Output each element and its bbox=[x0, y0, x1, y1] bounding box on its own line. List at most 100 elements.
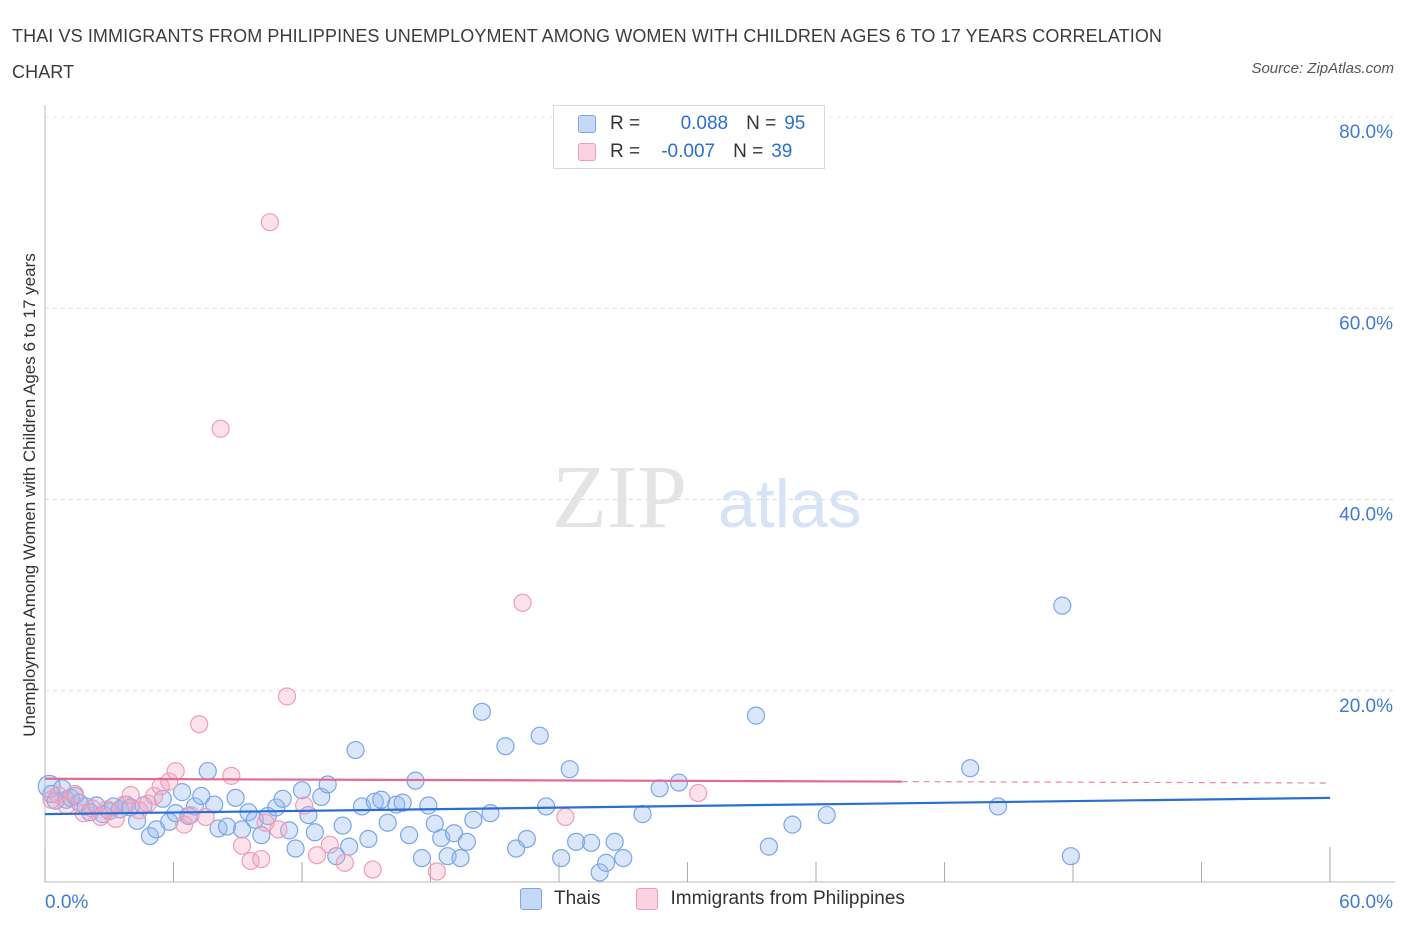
thais-point bbox=[582, 833, 601, 852]
thais-point bbox=[1053, 596, 1072, 615]
thais-point bbox=[472, 702, 491, 721]
thais-point bbox=[359, 829, 378, 849]
thais-point bbox=[292, 781, 312, 800]
thais-point bbox=[192, 786, 211, 806]
y-tick-label: 80.0% bbox=[1339, 122, 1393, 143]
thais-point bbox=[496, 737, 515, 756]
n-label: N = bbox=[746, 113, 777, 134]
philippines-point bbox=[211, 419, 230, 438]
thais-point bbox=[340, 837, 359, 856]
philippines-point bbox=[277, 687, 297, 706]
thais-point bbox=[457, 832, 477, 851]
philippines-point bbox=[190, 715, 209, 734]
thais-point bbox=[746, 706, 766, 725]
y-axis-label: Unemployment Among Women with Children A… bbox=[20, 253, 39, 737]
thais-point bbox=[393, 793, 412, 812]
chart-title: THAI VS IMMIGRANTS FROM PHILIPPINES UNEM… bbox=[12, 26, 1163, 82]
philippines-point bbox=[363, 860, 382, 879]
thais-point bbox=[517, 829, 536, 849]
thais-point bbox=[444, 824, 464, 843]
thais-point bbox=[552, 848, 571, 868]
philippines-trend-extension bbox=[901, 780, 1331, 784]
philippines-point bbox=[252, 849, 271, 869]
thais-point bbox=[537, 797, 556, 816]
philippines-point bbox=[160, 772, 179, 791]
thais-point bbox=[988, 797, 1008, 816]
n-value: 95 bbox=[784, 113, 806, 134]
n-label: N = bbox=[733, 141, 764, 162]
legend-item-thais[interactable]: Thais bbox=[520, 888, 600, 910]
thais-point bbox=[172, 783, 192, 802]
philippines-point bbox=[320, 835, 339, 854]
philippines-point bbox=[335, 853, 354, 872]
thais-point bbox=[399, 826, 419, 845]
legend-label: Immigrants from Philippines bbox=[670, 888, 905, 909]
thais-point bbox=[378, 813, 397, 832]
thais-swatch bbox=[578, 115, 596, 133]
thais-point bbox=[567, 832, 586, 851]
philippines-swatch bbox=[578, 143, 596, 161]
thais-point bbox=[273, 789, 292, 808]
thais-point bbox=[412, 848, 432, 868]
philippines-point bbox=[269, 820, 288, 839]
r-value: 0.088 bbox=[680, 113, 729, 134]
philippines-point bbox=[65, 784, 85, 804]
thais-point bbox=[318, 775, 337, 794]
philippines-point bbox=[151, 777, 170, 796]
series-legend: Thais Immigrants from Philippines bbox=[520, 888, 941, 910]
thais-legend-swatch bbox=[520, 888, 542, 910]
thais-point bbox=[464, 810, 483, 829]
thais-point bbox=[669, 773, 689, 792]
philippines-point bbox=[689, 783, 708, 803]
philippines-point bbox=[106, 809, 125, 828]
y-tick-label: 60.0% bbox=[1339, 313, 1393, 334]
thais-point bbox=[590, 863, 609, 882]
thais-point bbox=[481, 804, 500, 823]
r-label: R = bbox=[610, 141, 641, 162]
thais-point bbox=[605, 832, 624, 851]
philippines-point bbox=[427, 862, 447, 881]
legend-item-philippines[interactable]: Immigrants from Philippines bbox=[636, 888, 905, 910]
philippines-trend-line bbox=[44, 777, 902, 783]
r-value: -0.007 bbox=[661, 141, 716, 162]
legend-row-thais: R = 0.088 N = 95 bbox=[578, 111, 805, 137]
x-tick-label: 0.0% bbox=[45, 892, 88, 913]
thais-point bbox=[140, 826, 160, 846]
legend-label: Thais bbox=[554, 888, 601, 909]
thais-point bbox=[817, 805, 836, 825]
thais-point bbox=[560, 760, 579, 779]
source-label: Source: ZipAtlas.com bbox=[1251, 60, 1394, 77]
philippines-point bbox=[175, 815, 194, 834]
y-tick-label: 20.0% bbox=[1339, 696, 1393, 717]
thais-point bbox=[633, 805, 652, 824]
thais-point bbox=[286, 839, 305, 858]
thais-point bbox=[530, 726, 549, 745]
n-value: 39 bbox=[771, 141, 793, 162]
philippines-point bbox=[260, 213, 279, 232]
thais-point bbox=[333, 816, 352, 835]
watermark-atlas: atlas bbox=[718, 466, 862, 542]
philippines-point bbox=[121, 785, 140, 805]
thais-point bbox=[217, 817, 237, 836]
r-label: R = bbox=[610, 113, 641, 134]
thais-point bbox=[226, 788, 245, 807]
thais-point bbox=[1061, 847, 1080, 866]
correlation-legend: R = 0.088 N = 95 R = -0.007 N = 39 bbox=[553, 105, 825, 169]
legend-row-philippines: R = -0.007 N = 39 bbox=[578, 139, 792, 165]
watermark-zip: ZIP bbox=[552, 448, 687, 547]
thais-point bbox=[961, 759, 980, 778]
thais-point bbox=[232, 820, 252, 839]
thais-point bbox=[419, 796, 438, 815]
philippines-point bbox=[513, 593, 532, 612]
philippines-point bbox=[181, 805, 200, 825]
philippines-point bbox=[556, 807, 575, 827]
philippines-point bbox=[222, 766, 241, 785]
thais-point bbox=[783, 815, 802, 834]
thais-point bbox=[597, 853, 616, 872]
x-tick-label: 60.0% bbox=[1339, 892, 1393, 913]
thais-point bbox=[198, 761, 217, 781]
thais-point bbox=[451, 848, 470, 868]
thais-point bbox=[346, 740, 365, 760]
philippines-point bbox=[307, 846, 327, 865]
